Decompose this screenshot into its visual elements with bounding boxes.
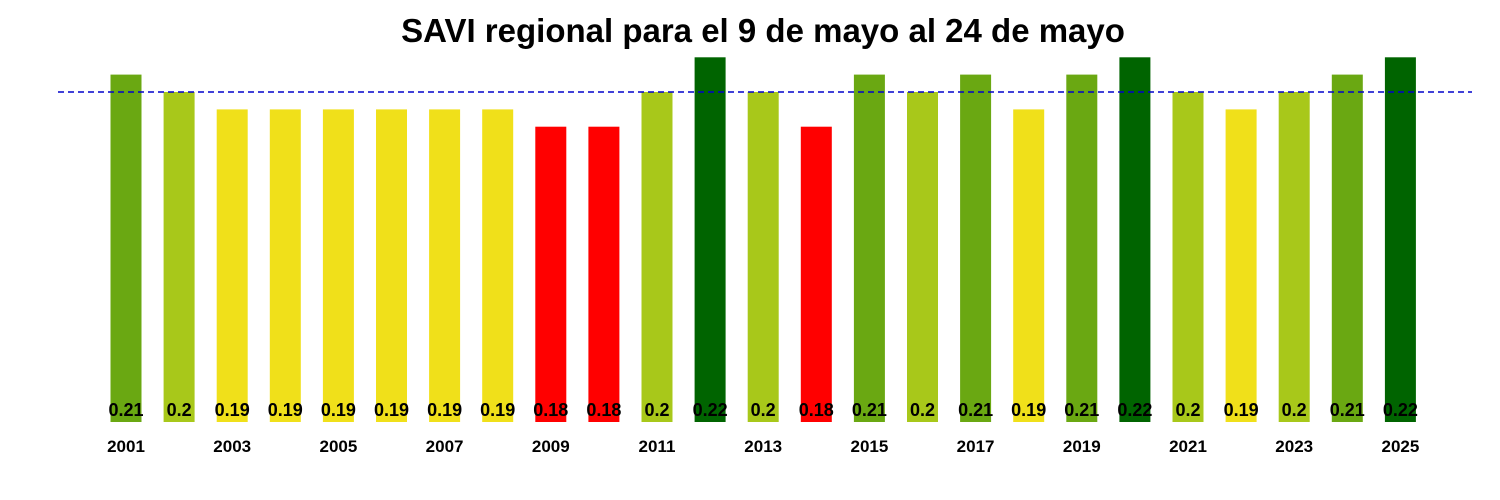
bar-2016 [907, 92, 938, 422]
bar-2021 [1172, 92, 1204, 422]
bar-2018 [1013, 109, 1045, 423]
data-label-2005: 0.19 [321, 400, 356, 420]
data-label-2003: 0.19 [215, 400, 250, 420]
bar-2002 [163, 92, 195, 422]
bar-2006 [376, 109, 407, 423]
data-label-2009: 0.18 [533, 400, 568, 420]
data-label-2014: 0.18 [799, 400, 834, 420]
bar-2015 [853, 74, 885, 422]
x-tick-label-2001: 2001 [107, 437, 145, 456]
bar-2001 [110, 74, 142, 422]
x-tick-label-2005: 2005 [319, 437, 357, 456]
bar-2010 [588, 126, 620, 422]
x-tick-label-2013: 2013 [744, 437, 782, 456]
x-tick-label-2019: 2019 [1063, 437, 1101, 456]
bar-2013 [747, 92, 779, 422]
data-label-2017: 0.21 [958, 400, 993, 420]
bar-2024 [1331, 74, 1363, 422]
data-label-2023: 0.2 [1282, 400, 1307, 420]
x-tick-label-2017: 2017 [957, 437, 995, 456]
bar-2017 [960, 74, 992, 422]
bar-2020 [1119, 57, 1151, 423]
data-label-2007: 0.19 [427, 400, 462, 420]
chart-title: SAVI regional para el 9 de mayo al 24 de… [401, 12, 1125, 49]
data-label-2025: 0.22 [1383, 400, 1418, 420]
bar-2009 [535, 126, 567, 422]
x-tick-label-2023: 2023 [1275, 437, 1313, 456]
bar-2012 [694, 57, 726, 423]
data-label-2024: 0.21 [1330, 400, 1365, 420]
bar-2008 [482, 109, 514, 423]
data-label-2011: 0.2 [644, 400, 669, 420]
x-tick-label-2007: 2007 [426, 437, 464, 456]
x-tick-label-2003: 2003 [213, 437, 251, 456]
bar-2022 [1225, 109, 1257, 423]
data-label-2012: 0.22 [693, 400, 728, 420]
bar-2011 [641, 92, 673, 422]
data-label-2019: 0.21 [1064, 400, 1099, 420]
data-label-2020: 0.22 [1117, 400, 1152, 420]
data-label-2004: 0.19 [268, 400, 303, 420]
data-label-2010: 0.18 [586, 400, 621, 420]
x-tick-label-2025: 2025 [1381, 437, 1419, 456]
data-label-2022: 0.19 [1224, 400, 1259, 420]
bar-2023 [1278, 92, 1310, 422]
data-label-2013: 0.2 [751, 400, 776, 420]
bar-2007 [429, 109, 461, 423]
x-tick-label-2009: 2009 [532, 437, 570, 456]
bar-2019 [1066, 74, 1098, 422]
data-label-2015: 0.21 [852, 400, 887, 420]
data-label-2001: 0.21 [108, 400, 143, 420]
data-label-2018: 0.19 [1011, 400, 1046, 420]
bar-2004 [269, 109, 301, 423]
data-label-2006: 0.19 [374, 400, 409, 420]
x-tick-label-2015: 2015 [850, 437, 888, 456]
data-label-2002: 0.2 [167, 400, 192, 420]
bar-2014 [800, 126, 832, 422]
bar-2003 [216, 109, 248, 423]
x-tick-label-2021: 2021 [1169, 437, 1207, 456]
data-label-2021: 0.2 [1175, 400, 1200, 420]
bar-2005 [322, 109, 354, 423]
bar-2025 [1384, 57, 1416, 423]
x-tick-label-2011: 2011 [639, 437, 676, 456]
data-label-2008: 0.19 [480, 400, 515, 420]
data-label-2016: 0.2 [910, 400, 935, 420]
